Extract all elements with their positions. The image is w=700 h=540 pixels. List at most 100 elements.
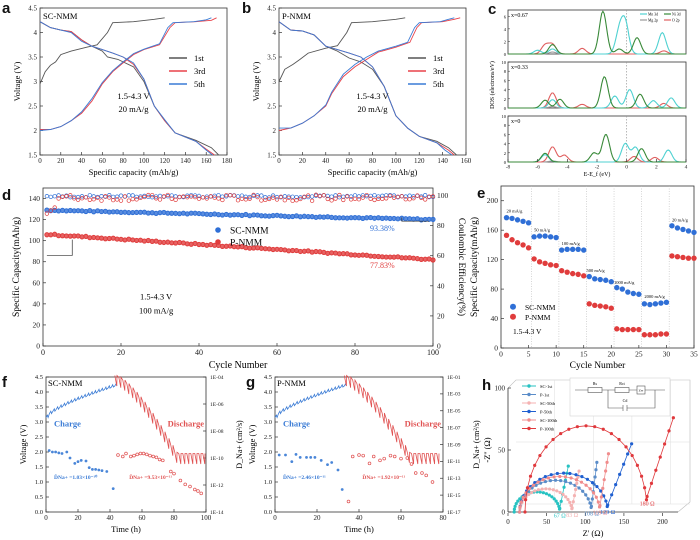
- nyquist-point-P-50th: [555, 471, 559, 476]
- y-tick-label: 20: [33, 320, 41, 329]
- diffusion-point-charge: [298, 456, 302, 459]
- charge-curve-5th: [39, 17, 212, 131]
- nyquist-point-P-50th: [590, 481, 595, 485]
- charge-voltage-curve: [274, 382, 347, 419]
- nyquist-point-SC-100th: [536, 480, 540, 484]
- nyquist-point-SC-1st: [554, 499, 558, 503]
- subplot-label: x=0.33: [511, 65, 528, 71]
- diffusion-coefficient-charge: D̄Na+ =1.03×10⁻¹⁰: [54, 474, 98, 481]
- nyquist-point-P-1st: [559, 479, 563, 483]
- diffusion-point-discharge: [169, 469, 173, 474]
- efficiency-point-SC-NMM: [48, 194, 53, 200]
- legend-marker: [510, 303, 516, 310]
- efficiency-point-SC-NMM: [337, 195, 342, 200]
- rate-point-SC-NMM: [520, 218, 526, 225]
- efficiency-point-P-NMM: [309, 198, 315, 203]
- x-tick-label: 150: [619, 518, 630, 526]
- efficiency-point-SC-NMM: [114, 194, 120, 199]
- nyquist-point-SC-1st: [513, 504, 517, 508]
- y-tick-label: 3: [34, 78, 38, 86]
- y-tick-label: 8: [504, 69, 507, 74]
- efficiency-point-P-NMM: [302, 194, 307, 199]
- rate-point-SC-NMM: [669, 223, 675, 229]
- y-right-tick-label: 40: [437, 281, 445, 290]
- nyquist-point-P-100th: [593, 425, 597, 429]
- efficiency-point-P-NMM: [220, 197, 225, 203]
- y-right-tick-label: 1E-10: [210, 456, 224, 462]
- y-tick-label: 200: [487, 196, 499, 205]
- x-tick-label: 0: [277, 157, 281, 165]
- y-tick-label: 3.5: [28, 53, 37, 61]
- rate-point-SC-NMM: [691, 229, 697, 236]
- resistor-symbol: [614, 387, 630, 393]
- nyquist-point-P-100th: [533, 463, 537, 467]
- rate-point-P-NMM: [608, 305, 614, 311]
- x-tick-label: 100: [427, 348, 439, 357]
- efficiency-point-P-NMM: [208, 194, 213, 199]
- diffusion-point-charge: [309, 456, 313, 459]
- efficiency-point-P-NMM: [337, 192, 342, 198]
- efficiency-point-P-NMM: [259, 198, 264, 203]
- x-tick-label: 0: [506, 518, 510, 526]
- nyquist-point-P-100th: [523, 510, 527, 514]
- efficiency-point-P-NMM: [181, 194, 186, 199]
- y-axis-label: Voltage (V): [251, 61, 261, 101]
- diffusion-point-discharge: [161, 458, 165, 463]
- efficiency-point-P-NMM: [368, 196, 373, 201]
- left-axis-arrow: [46, 239, 73, 256]
- y-tick-label: 80: [491, 285, 499, 294]
- diffusion-point-discharge: [141, 451, 146, 456]
- diffusion-point-charge: [336, 468, 340, 472]
- charge-voltage-curve: [45, 382, 118, 419]
- diffusion-point-discharge: [148, 453, 152, 458]
- nyquist-point-SC-100th: [596, 500, 600, 504]
- efficiency-point-P-NMM: [56, 196, 61, 201]
- rate-label: 20 mA/g: [507, 209, 524, 214]
- x-tick-label: 10: [552, 350, 560, 359]
- efficiency-point-SC-NMM: [150, 195, 155, 200]
- nyquist-point-SC-1st: [514, 502, 518, 506]
- efficiency-point-P-NMM: [243, 197, 248, 202]
- diffusion-point-charge: [87, 466, 91, 469]
- panel-letter-c: c: [488, 1, 496, 18]
- diffusion-point-discharge: [196, 489, 200, 493]
- y-tick-label: 40: [33, 299, 41, 308]
- efficiency-point-SC-NMM: [368, 193, 373, 199]
- rate-point-P-NMM: [558, 267, 565, 274]
- nyquist-point-P-1st: [543, 479, 547, 484]
- nyquist-point-SC-50th: [568, 500, 572, 504]
- nyquist-point-P-50th: [574, 473, 578, 477]
- x-tick-label: 2: [655, 165, 658, 171]
- rate-point-SC-NMM: [553, 234, 559, 241]
- rate-point-SC-NMM: [680, 226, 686, 233]
- y-tick-label: 100: [29, 236, 41, 245]
- y-tick-label: 0: [504, 52, 507, 57]
- y-axis-label: Specific Capacity(mAh/g): [11, 217, 22, 317]
- efficiency-point-P-NMM: [348, 197, 354, 202]
- nyquist-point-P-100th: [575, 425, 579, 429]
- nyquist-point-P-1st: [593, 475, 597, 479]
- y-right-tick-label: 0: [437, 342, 441, 351]
- nyquist-point-SC-50th: [544, 487, 548, 491]
- rate-point-P-NMM: [503, 232, 510, 239]
- y-tick-label: 4: [504, 142, 507, 147]
- x-axis-label: E-E_f (eV): [584, 171, 611, 178]
- efficiency-point-P-NMM: [399, 194, 404, 199]
- nyquist-point-P-1st: [564, 479, 568, 484]
- nyquist-point-SC-100th: [531, 483, 536, 487]
- diffusion-point-charge: [277, 453, 281, 457]
- rate-point-SC-NMM: [569, 246, 576, 253]
- x-tick-label: 60: [273, 348, 281, 357]
- efficiency-point-SC-NMM: [79, 194, 85, 199]
- y-tick-label: 4.5: [35, 374, 43, 381]
- plot-frame: [507, 115, 687, 163]
- efficiency-point-SC-NMM: [407, 193, 412, 198]
- plot-frame: [42, 187, 434, 347]
- legend-label: 5th: [194, 79, 206, 89]
- efficiency-point-P-NMM: [321, 193, 326, 198]
- nyquist-point-SC-100th: [541, 478, 545, 482]
- efficiency-point-P-NMM: [345, 194, 350, 199]
- efficiency-point-P-NMM: [83, 195, 89, 200]
- diffusion-point-charge: [284, 453, 287, 457]
- rate-label: 1000 mA/g: [614, 280, 635, 285]
